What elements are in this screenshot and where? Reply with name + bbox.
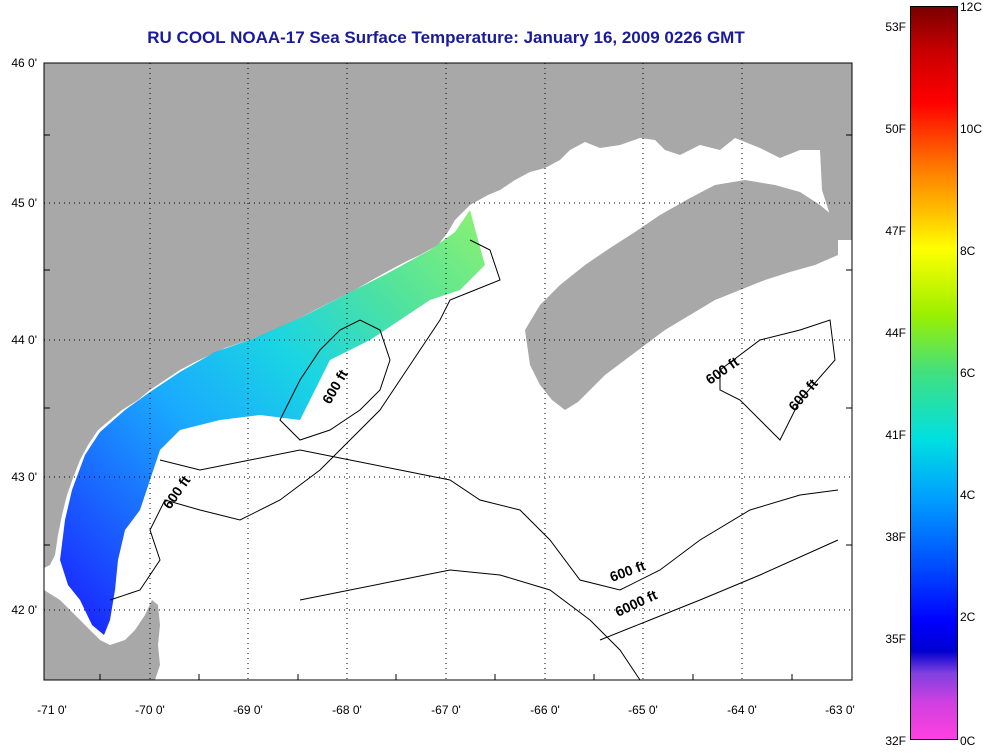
colorbar-f-41: 41F [885,428,906,442]
colorbar-c-4: 4C [960,488,976,502]
land-cape-breton [820,140,852,240]
land-mainland [44,63,852,568]
lon-tick-67: -67 0' [431,703,461,717]
colorbar-f-35: 35F [885,632,906,646]
lon-tick-65: -65 0' [628,703,658,717]
colorbar-f-50: 50F [885,122,906,136]
contour-label-600-ns-east: 600 ft [785,375,821,414]
colorbar-f-38: 38F [885,530,906,544]
lat-tick-44: 44 0' [11,333,37,347]
colorbar-f-32: 32F [885,734,906,748]
sst-swath [60,210,485,635]
contour-label-6000: 6000 ft [613,586,660,619]
lon-tick-71: -71 0' [37,703,67,717]
contour-label-600-southwest: 600 ft [159,472,193,511]
colorbar-c-8: 8C [960,244,976,258]
lon-tick-66: -66 0' [530,703,560,717]
colorbar-f-44: 44F [885,326,906,340]
map-title: RU COOL NOAA-17 Sea Surface Temperature:… [147,28,745,47]
contour-label-600-shelf: 600 ft [608,557,648,585]
lat-tick-43: 43 0' [11,470,37,484]
lon-tick-69: -69 0' [233,703,263,717]
map-frame [43,62,853,681]
colorbar-c-10: 10C [960,122,983,136]
colorbar-c-2: 2C [960,610,976,624]
lat-tick-45: 45 0' [11,196,37,210]
colorbar-f-53: 53F [885,20,906,34]
colorbar-c-12: 12C [960,0,983,14]
lat-tick-42: 42 0' [11,603,37,617]
colorbar-c-0: 0C [960,734,976,748]
land-nova-scotia [525,180,838,410]
colorbar-c-6: 6C [960,366,976,380]
temperature-colorbar [910,6,958,740]
lon-tick-64: -64 0' [727,703,757,717]
lon-tick-70: -70 0' [135,703,165,717]
lon-tick-63: -63 0' [825,703,855,717]
colorbar-f-47: 47F [885,224,906,238]
axis-ticks [44,134,852,680]
land-cape-cod [44,590,160,680]
lon-tick-68: -68 0' [332,703,362,717]
lat-tick-46: 46 0' [11,56,37,70]
depth-contours [109,239,839,681]
